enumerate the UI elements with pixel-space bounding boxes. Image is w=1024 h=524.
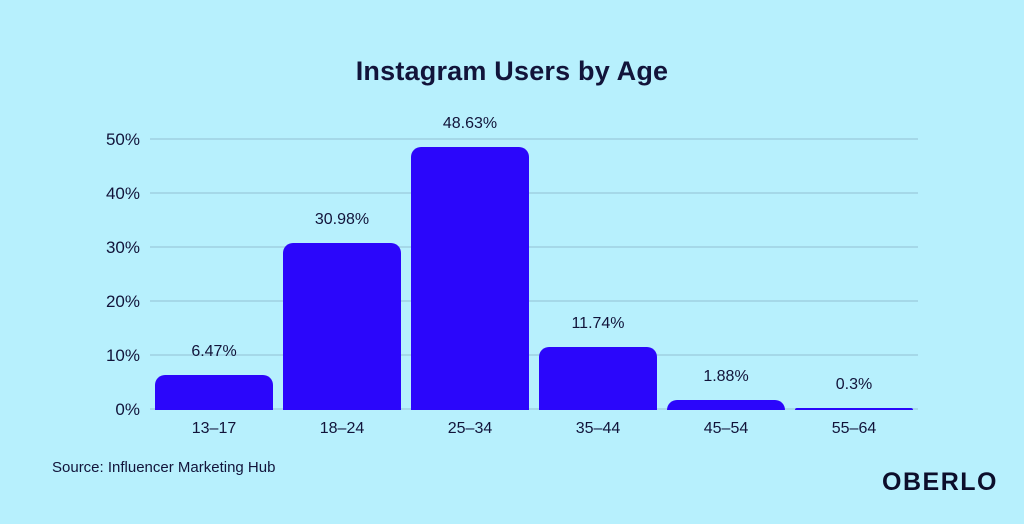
bar-column: 1.88%	[662, 140, 790, 410]
plot-area: 6.47% 30.98% 48.63% 11.74% 1.88% 0.3%	[150, 115, 918, 410]
bar-value-label: 1.88%	[703, 367, 749, 385]
y-tick-label: 0%	[115, 400, 140, 419]
bar	[411, 147, 529, 410]
bar-value-label: 6.47%	[191, 343, 237, 361]
gridline	[150, 408, 918, 410]
x-tick-label: 18–24	[319, 420, 365, 437]
bar-value-label: 11.74%	[571, 314, 625, 332]
gridline	[150, 192, 918, 194]
bar-value-label: 30.98%	[314, 210, 370, 228]
x-tick-label: 45–54	[703, 420, 749, 437]
bar	[795, 408, 913, 410]
y-tick-label: 40%	[105, 184, 140, 203]
bar	[539, 346, 657, 410]
bar	[155, 375, 273, 410]
y-tick-label: 30%	[105, 238, 140, 257]
oberlo-logo: OBERLO	[882, 468, 998, 496]
bar-column: 30.98%	[278, 140, 406, 410]
gridline	[150, 138, 918, 140]
bar-column: 11.74%	[534, 140, 662, 410]
bar-value-label: 48.63%	[442, 115, 498, 133]
x-tick-label: 55–64	[831, 420, 877, 437]
bar	[283, 242, 401, 410]
bar-column: 0.3%	[790, 140, 918, 410]
gridline	[150, 300, 918, 302]
y-tick-label: 50%	[105, 130, 140, 149]
bar-value-label: 0.3%	[835, 376, 873, 394]
bar-column: 6.47%	[150, 140, 278, 410]
gridline	[150, 246, 918, 248]
y-tick-label: 20%	[105, 292, 140, 311]
x-axis: 13–17 18–24 25–34 35–44 45–54 55–64	[150, 419, 918, 441]
bar-column: 48.63%	[406, 115, 534, 410]
x-tick-label: 13–17	[191, 420, 237, 437]
chart-title: Instagram Users by Age	[355, 56, 669, 86]
y-tick-label: 10%	[105, 346, 140, 365]
y-axis: 0% 10% 20% 30% 40% 50%	[78, 130, 140, 419]
source-note: Source: Influencer Marketing Hub	[52, 459, 276, 476]
bar	[667, 399, 785, 410]
gridline	[150, 354, 918, 356]
x-tick-label: 25–34	[447, 420, 493, 437]
x-tick-label: 35–44	[575, 420, 621, 437]
